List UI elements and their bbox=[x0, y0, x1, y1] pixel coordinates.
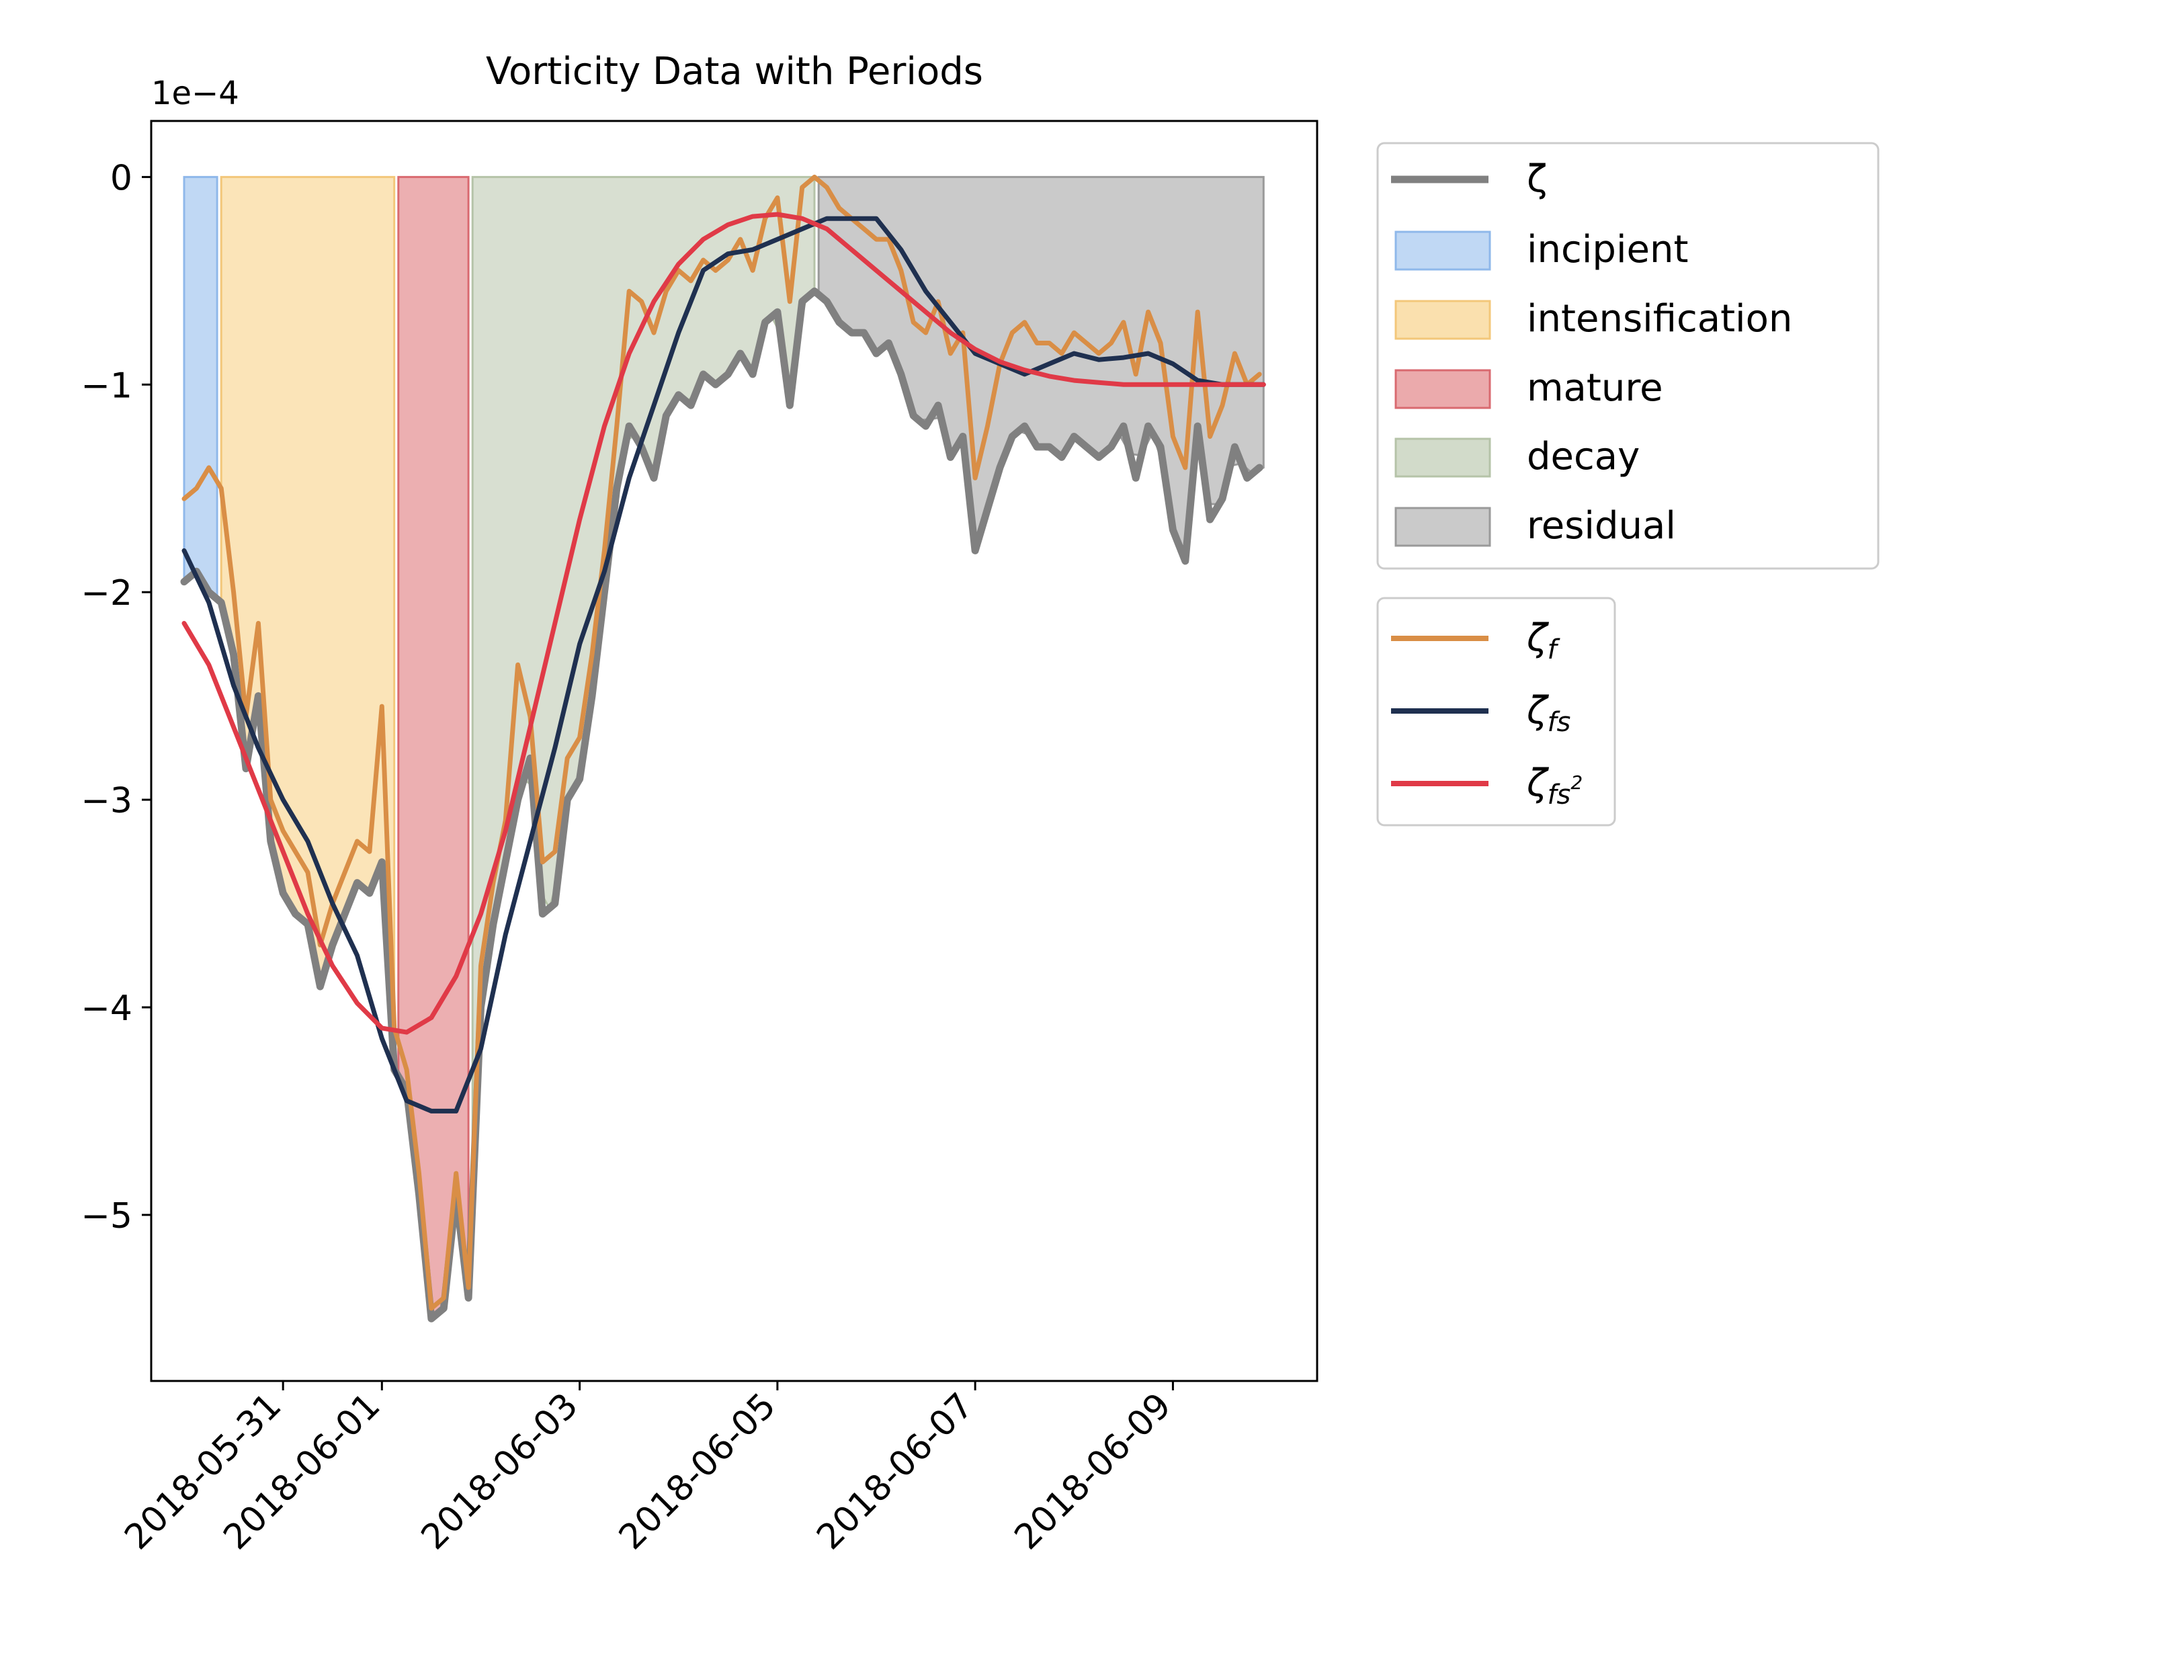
legend-swatch-mature bbox=[1394, 369, 1491, 409]
series-lines bbox=[180, 174, 1266, 1322]
legend-label-zeta-fs: ζfs bbox=[1526, 689, 1570, 738]
legend-label-residual: residual bbox=[1527, 504, 1676, 548]
legend-swatch-intensification bbox=[1394, 300, 1491, 340]
y-offset-label: 1e−4 bbox=[151, 75, 239, 112]
y-tick-label: −1 bbox=[81, 366, 132, 406]
legend-label-zeta: ζ bbox=[1527, 157, 1547, 201]
series-line-zeta-fs bbox=[181, 216, 1266, 1114]
legend-label-zeta-fs2: ζfs2 bbox=[1526, 761, 1583, 810]
y-tick-label: −4 bbox=[81, 989, 132, 1029]
legend-periods: ζ incipient intensification mature decay… bbox=[1376, 142, 1880, 570]
legend-series: ζf ζfs ζfs2 bbox=[1376, 597, 1616, 827]
series-line-zeta-fs2 bbox=[181, 212, 1266, 1035]
series-line-zeta bbox=[180, 287, 1263, 1322]
plot-frame bbox=[150, 120, 1318, 1382]
legend-label-incipient: incipient bbox=[1527, 228, 1688, 271]
period-band-incipient bbox=[183, 175, 218, 601]
y-tick-label: 0 bbox=[110, 158, 132, 198]
y-tick-label: −3 bbox=[81, 781, 132, 821]
legend-swatch-decay bbox=[1394, 437, 1491, 478]
chart-title: Vorticity Data with Periods bbox=[486, 50, 983, 93]
legend-label-mature: mature bbox=[1527, 366, 1663, 410]
legend-zeta-fs2-sub: fs bbox=[1547, 780, 1570, 810]
legend-label-intensification: intensification bbox=[1527, 297, 1792, 341]
y-axis-ticks: 0 −1 −2 −3 −4 −5 bbox=[81, 158, 151, 1236]
legend-label-decay: decay bbox=[1527, 435, 1640, 478]
legend-zeta-fs-sub: fs bbox=[1547, 707, 1570, 738]
legend-swatch-residual bbox=[1394, 507, 1491, 547]
y-tick-label: −2 bbox=[81, 573, 132, 614]
legend-series-frame bbox=[1376, 597, 1616, 827]
y-tick-label: −5 bbox=[81, 1196, 132, 1236]
legend-zeta-fs-main: ζ bbox=[1526, 689, 1550, 732]
legend-zeta-fs2-main: ζ bbox=[1526, 761, 1550, 805]
series-line-zeta-f bbox=[181, 174, 1262, 1311]
legend-swatch-incipient bbox=[1394, 230, 1491, 271]
legend-zeta-f-main: ζ bbox=[1526, 616, 1550, 660]
legend-periods-frame bbox=[1376, 142, 1880, 570]
legend-zeta-fs2-sup: 2 bbox=[1570, 771, 1583, 794]
